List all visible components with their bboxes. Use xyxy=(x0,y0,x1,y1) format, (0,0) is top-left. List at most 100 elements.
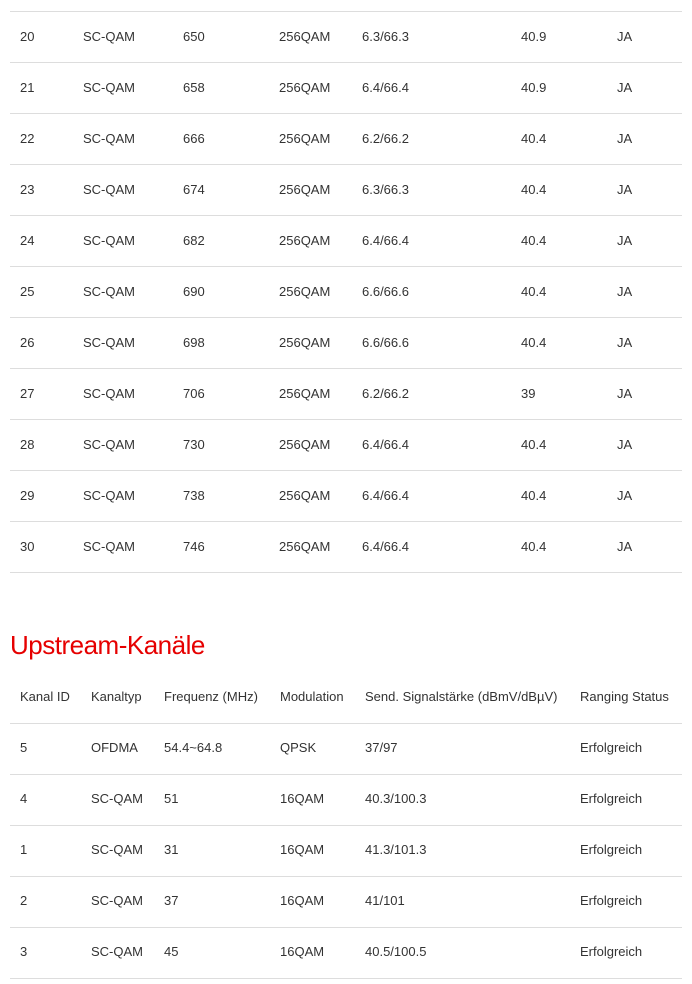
table-cell: 682 xyxy=(183,233,205,248)
table-cell: 6.3/66.3 xyxy=(362,182,409,197)
table-cell: 6.4/66.4 xyxy=(362,488,409,503)
table-cell: 40.3/100.3 xyxy=(365,791,427,806)
table-cell: 6.4/66.4 xyxy=(362,539,409,554)
table-cell: 21 xyxy=(20,80,35,95)
table-cell: JA xyxy=(617,233,633,248)
table-cell: 6.6/66.6 xyxy=(362,335,409,350)
table-cell: JA xyxy=(617,386,633,401)
table-cell: SC-QAM xyxy=(83,539,135,554)
row-divider xyxy=(10,113,682,114)
section-title: Upstream-Kanäle xyxy=(10,630,205,660)
table-cell: QPSK xyxy=(280,740,317,755)
table-cell: 54.4~64.8 xyxy=(164,740,223,755)
table-cell: 256QAM xyxy=(279,233,331,248)
header-cell: Ranging Status xyxy=(580,689,669,704)
table-cell: 20 xyxy=(20,29,35,44)
table-cell: 6.4/66.4 xyxy=(362,233,409,248)
row-divider xyxy=(10,266,682,267)
table-cell: Erfolgreich xyxy=(580,944,643,959)
table-cell: 2 xyxy=(20,893,28,908)
table-cell: 650 xyxy=(183,29,205,44)
table-cell: 25 xyxy=(20,284,35,299)
table-cell: 5 xyxy=(20,740,28,755)
table-cell: SC-QAM xyxy=(83,233,135,248)
row-divider xyxy=(10,521,682,522)
table-cell: JA xyxy=(617,539,633,554)
table-cell: 27 xyxy=(20,386,35,401)
row-divider xyxy=(10,62,682,63)
row-divider xyxy=(10,317,682,318)
table-cell: SC-QAM xyxy=(91,893,143,908)
table-cell: 256QAM xyxy=(279,437,331,452)
table-cell: 40.4 xyxy=(521,437,547,452)
table-cell: SC-QAM xyxy=(83,284,135,299)
table-cell: SC-QAM xyxy=(83,335,135,350)
table-cell: 41.3/101.3 xyxy=(365,842,427,857)
table-cell: SC-QAM xyxy=(83,386,135,401)
row-divider xyxy=(10,164,682,165)
row-divider xyxy=(10,419,682,420)
row-divider xyxy=(10,927,682,928)
table-cell: 23 xyxy=(20,182,35,197)
table-cell: SC-QAM xyxy=(83,131,135,146)
table-cell: 40.9 xyxy=(521,80,547,95)
table-cell: 666 xyxy=(183,131,205,146)
table-cell: 746 xyxy=(183,539,205,554)
table-cell: 256QAM xyxy=(279,539,331,554)
row-divider xyxy=(10,11,682,12)
table-cell: JA xyxy=(617,335,633,350)
header-cell: Modulation xyxy=(280,689,344,704)
table-cell: JA xyxy=(617,29,633,44)
table-cell: JA xyxy=(617,131,633,146)
table-cell: SC-QAM xyxy=(83,437,135,452)
table-cell: SC-QAM xyxy=(83,80,135,95)
table-cell: JA xyxy=(617,437,633,452)
table-cell: 256QAM xyxy=(279,131,331,146)
table-cell: 41/101 xyxy=(365,893,405,908)
row-divider xyxy=(10,774,682,775)
table-cell: 22 xyxy=(20,131,35,146)
table-cell: 16QAM xyxy=(280,842,325,857)
table-cell: 3 xyxy=(20,944,28,959)
table-cell: 256QAM xyxy=(279,335,331,350)
table-cell: SC-QAM xyxy=(91,944,143,959)
table-cell: SC-QAM xyxy=(91,791,143,806)
table-cell: Erfolgreich xyxy=(580,740,643,755)
table-cell: 6.3/66.3 xyxy=(362,29,409,44)
table-cell: 16QAM xyxy=(280,944,325,959)
table-cell: 40.9 xyxy=(521,29,547,44)
header-cell: Kanaltyp xyxy=(91,689,142,704)
table-cell: 256QAM xyxy=(279,284,331,299)
row-divider xyxy=(10,572,682,573)
table-cell: 16QAM xyxy=(280,791,325,806)
table-cell: SC-QAM xyxy=(91,842,143,857)
table-cell: 674 xyxy=(183,182,205,197)
table-cell: 40.5/100.5 xyxy=(365,944,427,959)
row-divider xyxy=(10,876,682,877)
table-cell: 256QAM xyxy=(279,29,331,44)
table-cell: 6.2/66.2 xyxy=(362,131,409,146)
table-cell: Erfolgreich xyxy=(580,893,643,908)
table-cell: 4 xyxy=(20,791,28,806)
row-divider xyxy=(10,825,682,826)
table-cell: 706 xyxy=(183,386,205,401)
table-cell: SC-QAM xyxy=(83,488,135,503)
table-cell: JA xyxy=(617,182,633,197)
table-cell: 31 xyxy=(164,842,179,857)
table-cell: 51 xyxy=(164,791,179,806)
table-cell: 698 xyxy=(183,335,205,350)
table-cell: 45 xyxy=(164,944,179,959)
table-cell: 16QAM xyxy=(280,893,325,908)
table-cell: 40.4 xyxy=(521,284,547,299)
table-cell: JA xyxy=(617,284,633,299)
table-cell: 28 xyxy=(20,437,35,452)
table-cell: 40.4 xyxy=(521,233,547,248)
table-cell: 40.4 xyxy=(521,488,547,503)
row-divider xyxy=(10,723,682,724)
table-cell: 690 xyxy=(183,284,205,299)
table-cell: Erfolgreich xyxy=(580,842,643,857)
table-cell: 1 xyxy=(20,842,28,857)
row-divider xyxy=(10,368,682,369)
row-divider xyxy=(10,470,682,471)
table-cell: SC-QAM xyxy=(83,29,135,44)
